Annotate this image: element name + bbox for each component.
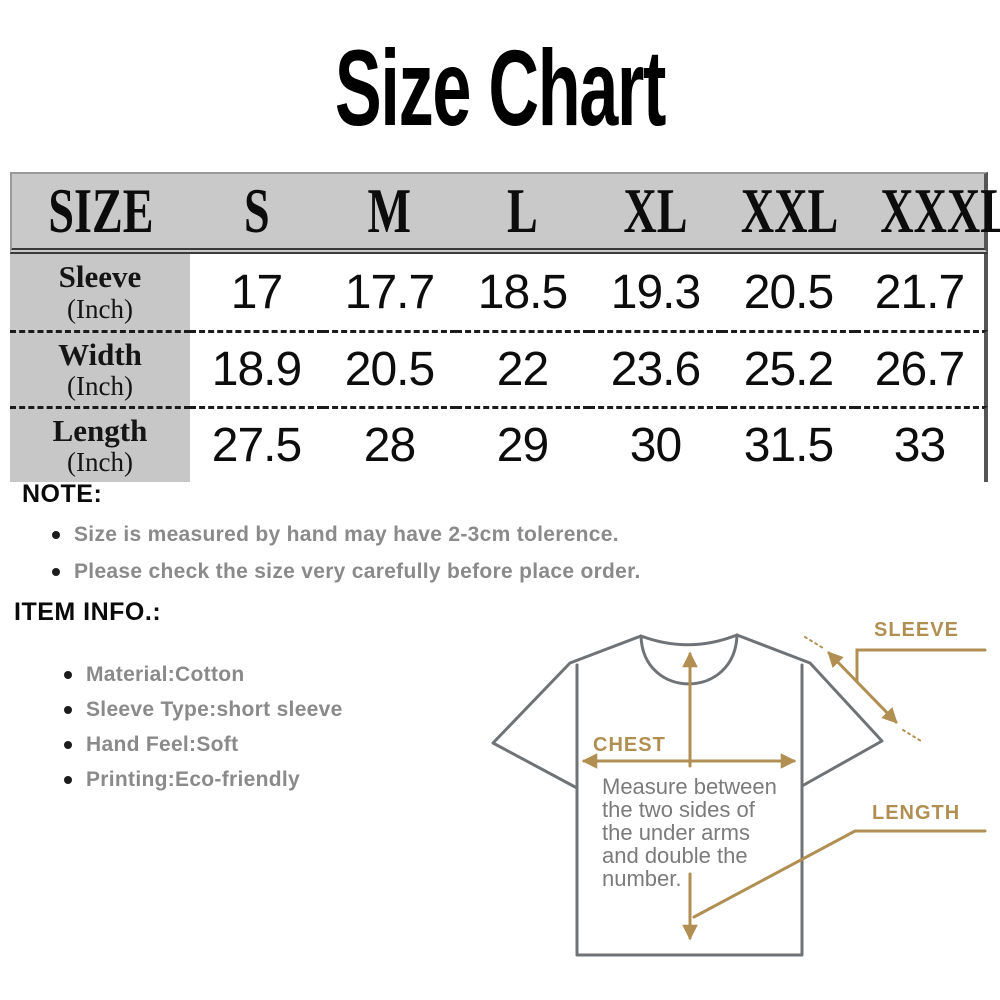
note-heading: NOTE: bbox=[22, 480, 103, 508]
column-header-xxxl: XXXL bbox=[855, 172, 1000, 254]
cell-length-xxxl: 33 bbox=[855, 406, 988, 482]
table-row-length: Length (Inch) 27.5 28 29 30 31.5 33 bbox=[10, 406, 988, 482]
column-header-l: L bbox=[456, 172, 589, 254]
cell-length-l: 29 bbox=[456, 406, 589, 482]
list-item: Sleeve Type:short sleeve bbox=[64, 698, 343, 722]
cell-length-xl: 30 bbox=[589, 406, 722, 482]
svg-text:and double the: and double the bbox=[602, 843, 748, 868]
bullet-icon bbox=[52, 531, 60, 539]
size-table: SIZE S M L XL XXL XXXL Sleeve (Inch) 17 … bbox=[10, 172, 1000, 482]
list-item: Please check the size very carefully bef… bbox=[52, 560, 641, 584]
cell-sleeve-xl: 19.3 bbox=[589, 254, 722, 330]
sleeve-dotted-ext-top bbox=[804, 636, 824, 649]
list-item: Material:Cotton bbox=[64, 663, 343, 687]
svg-text:Measure between: Measure between bbox=[602, 774, 777, 799]
size-table-header-row: SIZE S M L XL XXL XXXL bbox=[10, 172, 1000, 254]
length-leader-line bbox=[692, 829, 987, 919]
measurement-arrows bbox=[581, 636, 987, 941]
row-label-sleeve: Sleeve (Inch) bbox=[10, 254, 190, 330]
row-label-length: Length (Inch) bbox=[10, 406, 190, 482]
cell-width-xxxl: 26.7 bbox=[855, 330, 988, 406]
column-header-s: S bbox=[190, 172, 323, 254]
item-info-heading: ITEM INFO.: bbox=[14, 598, 162, 626]
tshirt-measurement-diagram: CHEST SLEEVE LENGTH Measure between the … bbox=[491, 619, 987, 957]
page-title: Size Chart bbox=[334, 27, 667, 148]
cell-sleeve-m: 17.7 bbox=[323, 254, 456, 330]
cell-length-m: 28 bbox=[323, 406, 456, 482]
item-info-section: ITEM INFO.: Material:Cotton Sleeve Type:… bbox=[14, 598, 343, 803]
cell-width-s: 18.9 bbox=[190, 330, 323, 406]
cell-length-s: 27.5 bbox=[190, 406, 323, 482]
svg-text:the under arms: the under arms bbox=[602, 820, 750, 845]
list-item: Printing:Eco-friendly bbox=[64, 768, 343, 792]
sleeve-dotted-ext-bottom bbox=[902, 729, 922, 742]
cell-width-xl: 23.6 bbox=[589, 330, 722, 406]
row-label-width: Width (Inch) bbox=[10, 330, 190, 406]
bullet-icon bbox=[64, 741, 72, 749]
sleeve-arrow bbox=[827, 651, 898, 724]
bullet-icon bbox=[64, 706, 72, 714]
bullet-icon bbox=[52, 568, 60, 576]
size-header-cell: SIZE bbox=[10, 172, 190, 254]
bullet-icon bbox=[64, 671, 72, 679]
sleeve-label: SLEEVE bbox=[874, 619, 959, 641]
cell-width-l: 22 bbox=[456, 330, 589, 406]
sleeve-leader-line bbox=[855, 648, 987, 684]
svg-text:number.: number. bbox=[602, 866, 682, 891]
svg-text:the two sides of: the two sides of bbox=[602, 797, 756, 822]
note-list: Size is measured by hand may have 2-3cm … bbox=[52, 523, 641, 584]
chest-label: CHEST bbox=[593, 734, 666, 756]
bullet-icon bbox=[64, 776, 72, 784]
cell-sleeve-xxl: 20.5 bbox=[722, 254, 855, 330]
column-header-xl: XL bbox=[589, 172, 722, 254]
cell-width-m: 20.5 bbox=[323, 330, 456, 406]
cell-length-xxl: 31.5 bbox=[722, 406, 855, 482]
table-row-width: Width (Inch) 18.9 20.5 22 23.6 25.2 26.7 bbox=[10, 330, 988, 406]
column-header-xxl: XXL bbox=[722, 172, 855, 254]
table-row-sleeve: Sleeve (Inch) 17 17.7 18.5 19.3 20.5 21.… bbox=[10, 254, 988, 330]
list-item: Hand Feel:Soft bbox=[64, 733, 343, 757]
cell-sleeve-l: 18.5 bbox=[456, 254, 589, 330]
item-info-list: Material:Cotton Sleeve Type:short sleeve… bbox=[64, 663, 343, 792]
length-label: LENGTH bbox=[872, 802, 960, 824]
column-header-m: M bbox=[323, 172, 456, 254]
list-item: Size is measured by hand may have 2-3cm … bbox=[52, 523, 641, 547]
measure-note: Measure between the two sides of the und… bbox=[602, 774, 777, 891]
cell-sleeve-xxxl: 21.7 bbox=[855, 254, 988, 330]
cell-width-xxl: 25.2 bbox=[722, 330, 855, 406]
cell-sleeve-s: 17 bbox=[190, 254, 323, 330]
note-section: NOTE: Size is measured by hand may have … bbox=[22, 480, 641, 597]
